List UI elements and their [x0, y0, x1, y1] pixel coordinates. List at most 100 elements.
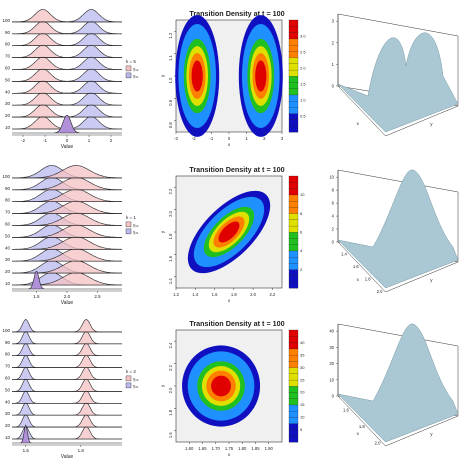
row2-heat-contour-band: [221, 224, 237, 240]
row3-heat-colorbar-label: 35: [300, 352, 305, 357]
row3-ridge-ytick-label: 20: [5, 423, 11, 428]
row1-ridge-density-blue-7: [12, 44, 122, 58]
row3-ridge-xtick-label: 1.6: [23, 448, 30, 453]
row1-ridge-density-blue-8: [12, 32, 122, 46]
row3-heat-colorbar-cell: [288, 416, 299, 424]
row1-ridge-legend-swatch: [125, 65, 132, 72]
row1-heat-xtick-label: 0: [228, 136, 231, 141]
row2-heat-colorbar-cell: [288, 269, 299, 276]
row1-heat-colorbar-label: 2.5: [300, 50, 306, 55]
row1-surface-panel: 0 1 2 3 x y: [332, 13, 459, 137]
row1-ridge-density-blue-3: [12, 92, 122, 106]
row1-ridge-ytick-label: 80: [5, 42, 11, 47]
row2-heat-colorbar-label: 2: [300, 267, 303, 272]
row1-ridge-legend-title: k = 5: [126, 59, 136, 64]
row2-surface-xtick-label: 1.4: [341, 251, 347, 256]
row2-heat-colorbar-cell: [288, 213, 299, 220]
row2-heat-colorbar-cell: [288, 231, 299, 239]
row3-ridge-density-blue-4: [12, 390, 122, 404]
row2-ridge-density-red-7: [12, 200, 123, 214]
row3-heat-colorbar-label: 20: [300, 390, 305, 395]
row2-ridge-density-red-5: [12, 224, 123, 238]
row1-heat-colorbar-cell: [288, 44, 299, 52]
row3-ridge-legend-label: γ₁₂: [133, 376, 139, 381]
row1-heat-colorbar-cell: [288, 125, 299, 133]
row2-heat-colorbar-cell: [288, 262, 299, 270]
row2-heat-xtick-label: 1.6: [212, 292, 218, 297]
row3-heat-xtick-label: 1.85: [251, 446, 260, 451]
row1-ridge-density-blue-4: [12, 80, 122, 94]
row3-ridge-ytick-label: 60: [5, 376, 11, 381]
row1-ridge-initial-density: [12, 114, 122, 134]
row1-heat-colorbar-cell: [288, 75, 299, 83]
row1-ridge-legend-swatch: [125, 72, 132, 79]
row3-heat-colorbar-label: 5: [300, 427, 303, 432]
row1-heat-colorbar-cell: [288, 94, 299, 102]
row1-surface-ztick-label: 3: [332, 19, 335, 24]
row3-ridge-xtick-label: 1.8: [78, 448, 85, 453]
row3-heat-colorbar-cell: [288, 404, 299, 412]
row1-heat-title: Transition Density at t = 100: [189, 9, 284, 18]
row2-surface-xtick-label: 1.6: [353, 264, 359, 269]
row1-heat-xtick-label: 3: [281, 136, 284, 141]
row3-heat-xtick-label: 1.60: [185, 446, 194, 451]
row3-heat-xlabel: x: [228, 452, 231, 457]
row1-heat-panel: Transition Density at t = 100 -3 -2 -1 0 1 2 3 x…: [160, 9, 306, 147]
row2-heat-colorbar-cell: [288, 275, 299, 283]
row3-heat-colorbar-cell: [288, 354, 299, 362]
row3-ridge-legend-label: γ₂₁: [133, 383, 139, 388]
row1-heat-ytick-label: 1.0: [168, 77, 173, 83]
row3-heat-colorbar-cell: [288, 336, 299, 343]
row1-ridge-panel: 100 90 80 70 60 50 40 30 20 10 -2 -1 0 1 2 Value k = 5 γ₁…: [2, 9, 139, 150]
row3-surface-ztick-label: 20: [329, 361, 334, 366]
row2-heat-xtick-label: 2.2: [269, 292, 275, 297]
row3-ridge-ytick-label: 40: [5, 399, 11, 404]
row2-ridge-density-red-6: [12, 212, 123, 226]
row2-heat-colorbar-cell: [288, 225, 299, 233]
row1-surface-floor-edge-left: [337, 85, 386, 137]
row2-ridge-ytick-label: 20: [5, 269, 11, 274]
row3-ridge-density-blue-7: [12, 354, 122, 368]
row2-heat-panel: Transition Density at t = 100 1.2 1.4 1.6 1.…: [160, 165, 305, 303]
row3-heat-colorbar-cell: [288, 435, 299, 443]
row1-ridge-legend-label: γ₁₂: [133, 66, 139, 71]
row2-ridge-panel: 100 90 80 70 60 50 40 30 20 10 1.5 2.0 2.5 Value k = 1…: [2, 165, 139, 306]
row2-heat-colorbar-label: 6: [300, 230, 303, 235]
row3-ridge-density-blue-2: [12, 414, 122, 428]
row1-heat-ytick-label: 0.9: [168, 99, 173, 105]
row3-surface-xlabel: x: [357, 431, 360, 436]
row1-heat-colorbar-cell: [288, 119, 299, 127]
row3-heat-colorbar-cell: [288, 392, 299, 399]
row1-ridge-xtick-label: -2: [21, 138, 25, 143]
row2-heat-colorbar-cell: [288, 175, 299, 183]
row3-heat-colorbar-cell: [288, 410, 299, 418]
row1-heat-ytick-label: 1.2: [168, 32, 173, 38]
row1-surface-ztick-label: 1: [332, 62, 335, 67]
row2-heat-ylabel: y: [160, 230, 165, 233]
row2-surface-xtick-label: 2.0: [377, 289, 383, 294]
row1-heat-contour-band: [256, 65, 265, 87]
row1-heat-colorbar-label: 1.0: [300, 98, 306, 103]
row2-heat-xtick-label: 2.0: [250, 292, 256, 297]
row3-heat-colorbar-cell: [288, 373, 299, 381]
row1-heat-colorbar-label: 0.5: [300, 114, 306, 119]
row2-heat-ytick-label: 1.6: [168, 255, 173, 261]
row1-ridge-ytick-label: 60: [5, 66, 11, 71]
row2-surface-panel: 0 2 4 6 8 10 1.4 1.6 1.8 2.0 x y: [329, 169, 459, 294]
row1-ridge-density-blue-6: [12, 56, 122, 70]
row1-heat-ytick-label: 1.1: [168, 54, 173, 60]
row1-heat-colorbar-cell: [288, 26, 299, 33]
row2-heat-colorbar-label: 4: [300, 248, 303, 253]
row3-ridge-legend-swatch: [125, 375, 132, 382]
row1-heat-xtick-label: -2: [192, 136, 196, 141]
row3-heat-colorbar-cell: [288, 367, 299, 374]
row2-heat-colorbar-cell: [288, 281, 299, 289]
row3-ridge-panel: 100 90 80 70 60 50 40 30 20 10 1.6 1.8 Value k = 2 γ₁₂…: [2, 319, 139, 460]
row3-ridge-density-red-4: [12, 390, 122, 404]
row2-ridge-density-red-8: [12, 188, 123, 202]
row3-heat-colorbar-label: 15: [300, 402, 305, 407]
row3-heat-colorbar-label: 10: [300, 415, 305, 420]
row2-heat-ytick-label: 1.8: [168, 233, 173, 239]
row3-surface-ylabel: y: [430, 432, 433, 437]
